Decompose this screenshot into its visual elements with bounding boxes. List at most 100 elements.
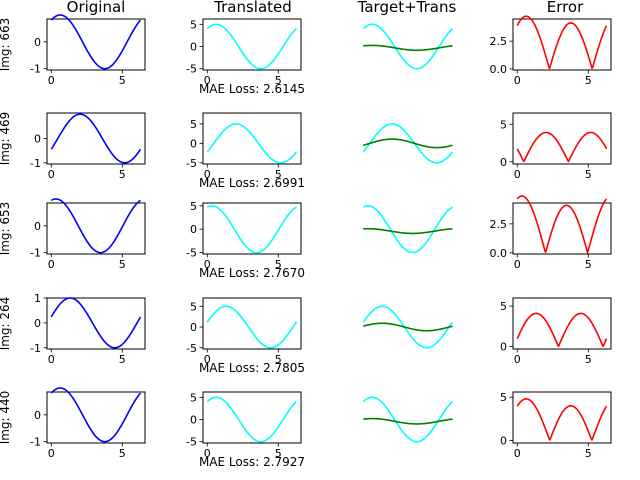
y-tick-label: -1 <box>30 157 41 170</box>
subplot-translated-row-5: 0 5 -5 0 5 <box>186 391 302 460</box>
axes-frame <box>512 297 612 350</box>
x-tick-label: 0 <box>204 353 211 366</box>
x-tick-label: 5 <box>119 353 126 366</box>
y-tick-label: 2.5 <box>490 218 508 231</box>
axes-frame <box>512 391 612 444</box>
axes-frame <box>512 18 612 71</box>
column-title-original: Original <box>67 0 126 16</box>
subplot-target-row-5 <box>362 396 454 443</box>
x-tick-label: 0 <box>48 258 55 271</box>
axes-frame <box>202 112 302 165</box>
y-tick-label: -5 <box>186 157 197 170</box>
x-tick-label: 5 <box>585 447 592 460</box>
axes-frame <box>46 391 146 444</box>
error-series-line <box>516 195 608 254</box>
axes-frame <box>512 112 612 165</box>
subplot-original-row-5: 0 5 -1 0 <box>30 387 146 460</box>
y-tick-label: 0 <box>34 409 41 422</box>
subplot-translated-row-3: 0 5 -5 0 5 <box>186 200 302 271</box>
target-series-line <box>363 227 453 235</box>
x-tick-label: 0 <box>48 74 55 87</box>
x-tick-label: 5 <box>275 168 282 181</box>
translated-series-line <box>362 305 454 349</box>
subplot-original-row-4: 0 5 -1 0 1 <box>30 292 146 366</box>
x-tick-label: 5 <box>585 74 592 87</box>
axes-frame <box>46 297 146 350</box>
y-tick-label: 0 <box>500 156 507 169</box>
mae-loss-label: MAE Loss: 2.7805 <box>199 361 305 375</box>
axes-frame <box>46 202 146 255</box>
target-series-line <box>363 322 453 332</box>
mae-loss-label: MAE Loss: 2.6991 <box>199 176 305 190</box>
y-tick-label: 0 <box>34 36 41 49</box>
y-tick-label: 0 <box>34 133 41 146</box>
error-series-line <box>516 398 608 441</box>
subplot-translated-row-1: 0 5 -5 0 5 <box>186 18 302 87</box>
y-tick-label: 1 <box>34 292 41 305</box>
y-tick-label: 0 <box>500 434 507 447</box>
axes-frame <box>202 297 302 350</box>
target-series-line <box>363 44 453 52</box>
y-tick-label: -5 <box>186 436 197 449</box>
original-series-line <box>50 113 142 164</box>
y-tick-label: 5 <box>190 118 197 131</box>
y-tick-label: 5 <box>500 118 507 131</box>
target-series-line <box>363 138 453 149</box>
column-title-translated: Translated <box>213 0 292 16</box>
x-tick-label: 5 <box>275 353 282 366</box>
y-tick-label: -5 <box>186 247 197 260</box>
y-tick-label: 0 <box>34 317 41 330</box>
subplot-original-row-1: 0 5 -1 0 <box>30 14 146 87</box>
error-series-line <box>516 312 608 348</box>
y-tick-label: 0 <box>190 223 197 236</box>
subplot-error-row-3: 0 5 0.0 2.5 <box>490 195 612 271</box>
row-label-img: Img: 264 <box>0 297 12 351</box>
y-tick-label: -1 <box>30 63 41 76</box>
y-tick-label: 5 <box>190 391 197 404</box>
original-series-line <box>50 387 142 443</box>
y-tick-label: 0.0 <box>490 63 508 76</box>
column-title-error: Error <box>547 0 584 16</box>
y-tick-label: 0.0 <box>490 247 508 260</box>
axes-frame <box>46 18 146 71</box>
axes-frame <box>202 391 302 444</box>
y-tick-label: -1 <box>30 247 41 260</box>
x-tick-label: 0 <box>204 447 211 460</box>
y-tick-label: 5 <box>190 18 197 31</box>
row-label-img: Img: 653 <box>0 202 12 256</box>
y-tick-label: 0 <box>190 321 197 334</box>
original-series-line <box>50 297 142 349</box>
y-tick-label: 0 <box>34 220 41 233</box>
y-tick-label: -1 <box>30 436 41 449</box>
error-series-line <box>516 15 608 70</box>
mae-loss-label: MAE Loss: 2.7927 <box>199 455 305 469</box>
subplot-original-row-2: 0 5 -1 0 <box>30 112 146 181</box>
x-tick-label: 0 <box>514 353 521 366</box>
x-tick-label: 0 <box>204 168 211 181</box>
subplot-error-row-1: 0 5 0.0 2.5 <box>490 15 612 87</box>
x-tick-label: 5 <box>119 168 126 181</box>
y-tick-label: 5 <box>500 391 507 404</box>
subplot-target-row-4 <box>362 305 454 349</box>
y-tick-label: -1 <box>30 342 41 355</box>
x-tick-label: 5 <box>119 258 126 271</box>
translated-series-line <box>206 305 298 349</box>
subplot-target-row-3 <box>362 205 453 254</box>
x-tick-label: 5 <box>119 74 126 87</box>
x-tick-label: 5 <box>275 447 282 460</box>
subplot-translated-row-4: 0 5 -5 0 5 <box>186 297 302 366</box>
translated-series-line <box>206 23 298 70</box>
y-tick-label: -5 <box>186 63 197 76</box>
x-tick-label: 5 <box>585 168 592 181</box>
y-tick-label: 0 <box>190 413 197 426</box>
translated-series-line <box>206 396 298 443</box>
translated-series-line <box>362 123 454 164</box>
x-tick-label: 0 <box>48 353 55 366</box>
subplot-translated-row-2: 0 5 -5 0 5 <box>186 112 302 181</box>
row-label-img: Img: 663 <box>0 18 12 72</box>
x-tick-label: 5 <box>585 353 592 366</box>
y-tick-label: 0 <box>500 341 507 354</box>
axes-frame <box>512 202 612 255</box>
